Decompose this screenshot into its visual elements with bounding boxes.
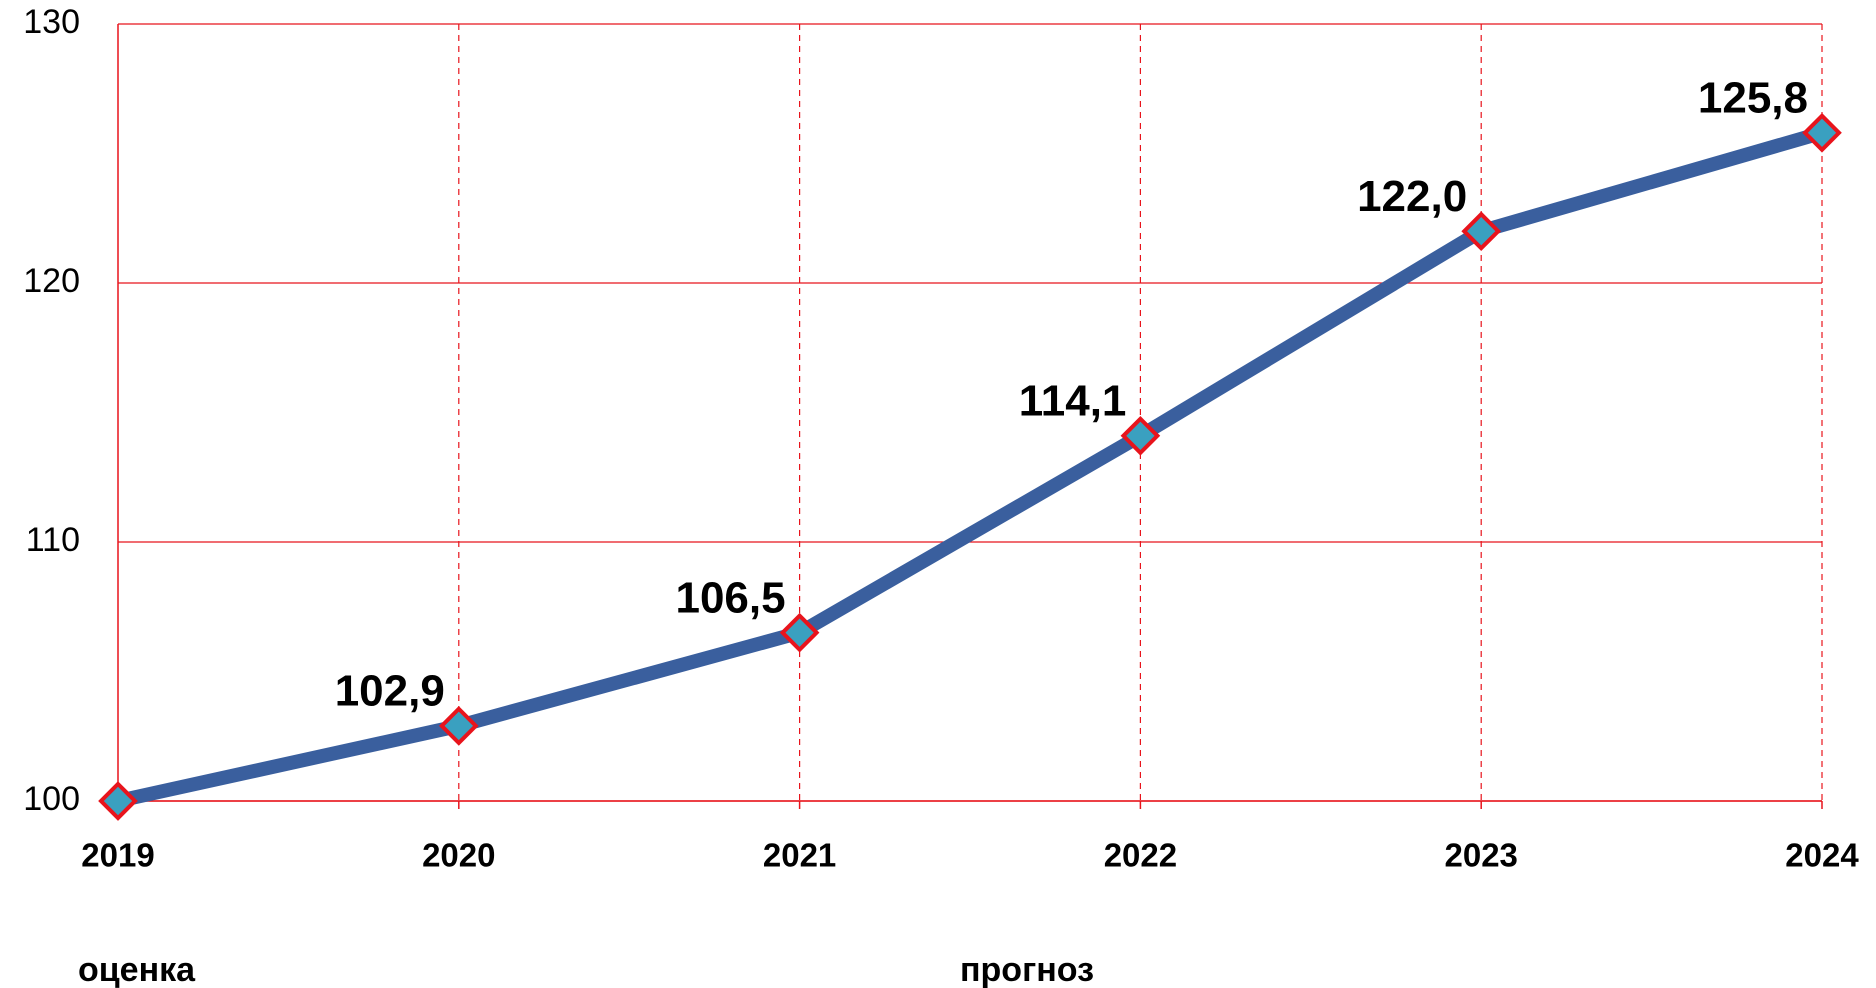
- y-tick-label: 130: [23, 3, 80, 41]
- series-line: [116, 126, 1824, 808]
- y-tick-label: 110: [26, 521, 80, 559]
- marker: [438, 706, 479, 746]
- x-tick-label: 2023: [1444, 837, 1517, 874]
- y-tick-label: 120: [23, 262, 80, 300]
- x-tick-label: 2021: [763, 837, 836, 874]
- y-tick-label: 100: [23, 780, 80, 818]
- x-tick-label: 2019: [81, 837, 154, 874]
- annotation: прогноз: [960, 951, 1094, 988]
- data-label: 122,0: [1357, 172, 1467, 221]
- marker: [779, 612, 820, 653]
- marker: [1461, 211, 1502, 252]
- data-label: 125,8: [1698, 73, 1808, 122]
- marker: [98, 781, 138, 821]
- x-tick-label: 2024: [1785, 837, 1859, 874]
- x-tick-label: 2022: [1104, 837, 1177, 874]
- x-tick-label: 2020: [422, 837, 495, 874]
- annotation: оценка: [78, 951, 196, 988]
- data-label: 106,5: [675, 573, 785, 622]
- marker: [1802, 112, 1842, 153]
- data-label: 114,1: [1019, 376, 1127, 425]
- marker: [1120, 415, 1161, 456]
- data-label: 102,9: [335, 667, 445, 716]
